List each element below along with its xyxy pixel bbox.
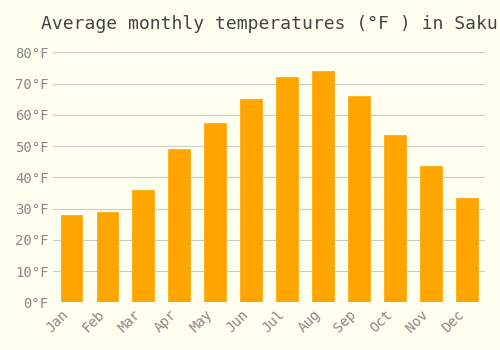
- Bar: [384, 135, 406, 302]
- Bar: [456, 198, 478, 302]
- Bar: [132, 190, 154, 302]
- Bar: [168, 149, 190, 302]
- Bar: [348, 96, 370, 302]
- Bar: [276, 77, 298, 302]
- Bar: [240, 99, 262, 302]
- Bar: [60, 215, 82, 302]
- Bar: [312, 71, 334, 302]
- Bar: [96, 212, 118, 302]
- Title: Average monthly temperatures (°F ) in Saku: Average monthly temperatures (°F ) in Sa…: [41, 15, 498, 33]
- Bar: [204, 122, 226, 302]
- Bar: [420, 167, 442, 302]
